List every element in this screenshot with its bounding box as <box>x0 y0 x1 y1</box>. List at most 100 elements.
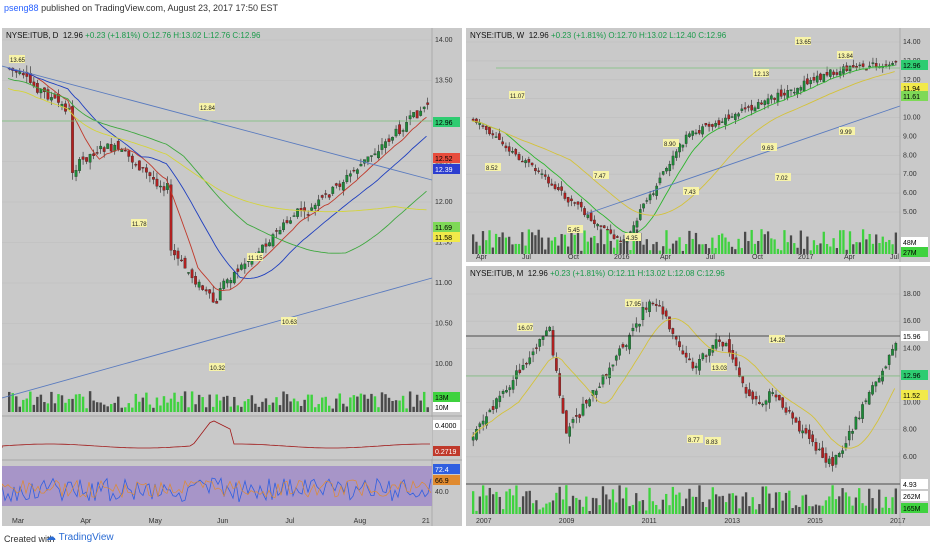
author-link[interactable]: pseng88 <box>4 3 39 13</box>
candle-body <box>751 391 755 400</box>
weekly-chart-panel[interactable]: NYSE:ITUB, W 12.96 +0.23 (+1.81%) O:12.7… <box>466 28 930 262</box>
candle-body <box>491 406 495 410</box>
volume-bar <box>215 394 218 412</box>
last-price-tag-bg <box>901 370 928 380</box>
candle-body <box>701 126 704 135</box>
rsi-tag: 72.4 <box>435 467 449 474</box>
volume-bar <box>550 240 553 254</box>
last-price-tag: 12.96 <box>903 63 921 70</box>
monthly-chart-panel[interactable]: NYSE:ITUB, M 12.96 +0.23 (+1.81%) O:12.1… <box>466 266 930 526</box>
volume-bar <box>728 493 731 514</box>
candle-body <box>50 97 53 101</box>
volume-bar <box>678 237 681 254</box>
candle-body <box>296 208 299 217</box>
candle-body <box>405 122 408 132</box>
candle-body <box>419 110 423 116</box>
volume-bar <box>349 397 352 412</box>
candle-body <box>426 102 430 105</box>
candle-body <box>190 269 194 279</box>
volume-bar <box>530 232 534 254</box>
volume-bar <box>194 404 197 412</box>
time-tick-label: Apr <box>844 254 856 261</box>
volume-bar <box>878 242 881 254</box>
volume-bar <box>894 488 898 514</box>
tradingview-logo[interactable]: ☁ TradingView <box>46 532 114 543</box>
candle-body <box>187 272 190 274</box>
volume-bar <box>282 391 285 412</box>
volume-bar <box>380 392 384 412</box>
candle-body <box>770 95 773 100</box>
time-tick-label: Jul <box>522 254 531 261</box>
candle-body <box>877 378 881 383</box>
candle-body <box>688 133 691 137</box>
daily-chart-panel[interactable]: NYSE:ITUB, D 12.96 +0.23 (+1.81%) O:12.7… <box>2 28 462 526</box>
volume-bar <box>780 250 783 254</box>
candle-body <box>563 192 567 199</box>
volume-bar <box>821 505 824 514</box>
candle-body <box>758 401 761 405</box>
volume-bar <box>658 509 661 514</box>
volume-bar <box>615 502 618 514</box>
volume-bar <box>748 506 751 514</box>
candle-body <box>558 373 562 396</box>
volume-bar <box>791 508 794 514</box>
volume-bar <box>865 239 868 254</box>
volume-bar <box>828 496 831 514</box>
volume-bar <box>102 404 106 412</box>
candle-body <box>550 183 554 186</box>
volume-bar <box>541 507 545 514</box>
volume-bar <box>505 491 508 514</box>
candle-body <box>750 104 753 111</box>
volume-bar <box>310 394 313 412</box>
volume-bar <box>658 250 662 254</box>
candle-body <box>763 100 767 105</box>
volume-bar <box>401 395 405 412</box>
volume-bar <box>495 491 498 514</box>
candle-body <box>714 123 717 127</box>
weekly-candles[interactable]: 14.0013.0012.0011.0010.009.008.007.006.0… <box>466 28 930 262</box>
volume-bar <box>504 237 508 254</box>
volume-bar <box>854 497 858 514</box>
candle-body <box>728 339 731 354</box>
candle-body <box>85 157 88 162</box>
candle-body <box>724 343 728 347</box>
price-annotation-bg <box>593 171 609 179</box>
volume-bar <box>639 232 642 254</box>
volume-bar <box>586 241 589 254</box>
candle-body <box>628 334 631 350</box>
candle-body <box>162 186 166 191</box>
volume-bar <box>871 243 875 254</box>
candle-body <box>652 193 655 195</box>
ohlc-values: O:12.11 H:13.02 L:12.08 C:12.96 <box>607 269 725 278</box>
volume-bar <box>408 391 412 412</box>
daily-candles[interactable]: 14.0013.5013.0012.5012.0011.5011.0010.50… <box>2 28 462 526</box>
volume-bar <box>801 495 804 514</box>
volume-bar <box>888 239 891 254</box>
candle-body <box>806 78 809 85</box>
volume-bar <box>711 487 714 514</box>
volume-bar <box>240 406 243 412</box>
candle-body <box>629 231 632 233</box>
candle-body <box>831 457 834 466</box>
symbol-label: NYSE:ITUB, W <box>470 31 525 40</box>
volume-bar <box>809 250 812 254</box>
candle-body <box>648 301 651 313</box>
candle-body <box>39 89 43 94</box>
volume-bar <box>555 492 558 514</box>
volume-bar <box>545 503 548 514</box>
volume-bar <box>475 241 478 254</box>
candle-body <box>494 136 498 138</box>
price-tick-label: 12.00 <box>903 77 921 84</box>
monthly-candles[interactable]: 18.0016.0014.0012.0010.008.006.004.00200… <box>466 266 930 526</box>
candle-body <box>837 452 841 458</box>
candle-body <box>141 167 145 169</box>
volume-bar <box>808 506 811 514</box>
volume-bar <box>721 233 724 254</box>
candle-body <box>609 229 613 234</box>
candle-body <box>674 336 678 340</box>
candle-body <box>159 185 162 188</box>
volume-bar <box>757 241 760 254</box>
candle-body <box>327 194 331 198</box>
price-annotation: 8.90 <box>664 142 676 148</box>
candle-body <box>408 115 412 120</box>
